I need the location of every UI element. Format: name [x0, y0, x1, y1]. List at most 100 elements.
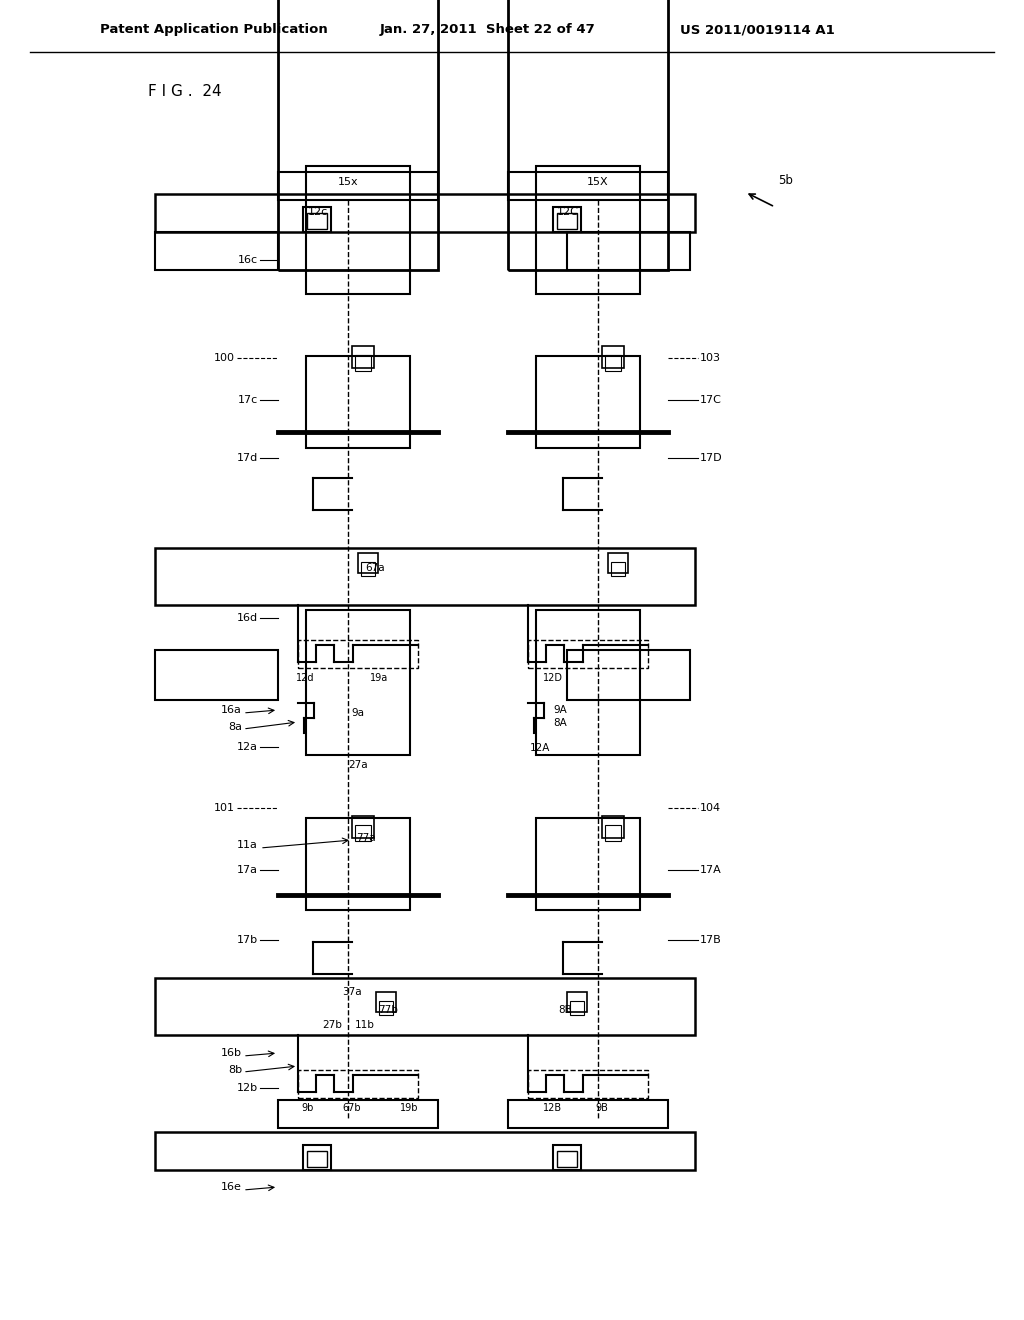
Bar — [602, 346, 624, 368]
Text: 19b: 19b — [400, 1104, 419, 1113]
Text: 12a: 12a — [237, 742, 258, 752]
Bar — [355, 355, 371, 371]
Bar — [278, 1100, 438, 1129]
Bar — [303, 207, 331, 232]
Bar — [306, 818, 410, 909]
Bar — [306, 610, 410, 755]
Text: 12D: 12D — [543, 673, 563, 682]
Bar — [155, 194, 695, 232]
Bar — [278, 0, 438, 271]
Bar — [567, 232, 690, 271]
Text: 17C: 17C — [700, 395, 722, 405]
Bar — [611, 562, 625, 576]
Text: 9a: 9a — [351, 708, 364, 718]
Text: 27a: 27a — [348, 760, 368, 770]
Bar — [376, 993, 396, 1012]
Bar — [352, 346, 374, 368]
Bar — [155, 978, 695, 1035]
Text: Patent Application Publication: Patent Application Publication — [100, 24, 328, 37]
Text: Jan. 27, 2011  Sheet 22 of 47: Jan. 27, 2011 Sheet 22 of 47 — [380, 24, 596, 37]
Text: 104: 104 — [700, 803, 721, 813]
Text: 8b: 8b — [228, 1065, 242, 1074]
Text: 5b: 5b — [778, 173, 793, 186]
Bar — [361, 562, 375, 576]
Bar — [307, 213, 327, 228]
Text: 67b: 67b — [343, 1104, 361, 1113]
Text: 17a: 17a — [237, 865, 258, 875]
Bar — [528, 1071, 648, 1098]
Text: 12d: 12d — [296, 673, 314, 682]
Text: 17b: 17b — [237, 935, 258, 945]
Bar — [553, 207, 581, 232]
Bar — [602, 816, 624, 838]
Text: 8A: 8A — [553, 718, 566, 729]
Bar — [536, 356, 640, 447]
Bar — [553, 1144, 581, 1170]
Bar — [567, 993, 587, 1012]
Bar — [570, 1001, 584, 1015]
Bar — [298, 1071, 418, 1098]
Text: 15X: 15X — [587, 177, 609, 187]
Text: 67a: 67a — [365, 564, 385, 573]
Bar — [155, 1133, 695, 1170]
Text: 16b: 16b — [221, 1048, 242, 1059]
Bar — [298, 640, 418, 668]
Bar — [605, 825, 621, 841]
Text: 17A: 17A — [700, 865, 722, 875]
Bar — [508, 1100, 668, 1129]
Text: 77a: 77a — [356, 833, 376, 843]
Text: 16c: 16c — [238, 255, 258, 265]
Bar — [608, 553, 628, 573]
Text: 19a: 19a — [370, 673, 388, 682]
Bar — [508, 0, 668, 271]
Text: 17B: 17B — [700, 935, 722, 945]
Bar — [355, 825, 371, 841]
Text: 77b: 77b — [378, 1005, 398, 1015]
Text: 17d: 17d — [237, 453, 258, 463]
Bar — [307, 1151, 327, 1167]
Bar — [536, 166, 640, 294]
Text: 16e: 16e — [221, 1181, 242, 1192]
Text: 9B: 9B — [596, 1104, 608, 1113]
Text: 103: 103 — [700, 352, 721, 363]
Bar — [536, 610, 640, 755]
Bar — [557, 213, 577, 228]
Bar — [605, 355, 621, 371]
Text: 17D: 17D — [700, 453, 723, 463]
Bar — [155, 649, 278, 700]
Bar — [303, 1144, 331, 1170]
Text: 8B: 8B — [558, 1005, 571, 1015]
Bar — [278, 172, 438, 201]
Text: 16a: 16a — [221, 705, 242, 715]
Text: 16d: 16d — [237, 612, 258, 623]
Bar — [155, 548, 695, 605]
Bar — [379, 1001, 393, 1015]
Bar — [155, 232, 278, 271]
Text: 37a: 37a — [342, 987, 361, 997]
Text: 15x: 15x — [338, 177, 358, 187]
Bar — [358, 553, 378, 573]
Bar — [306, 166, 410, 294]
Bar — [567, 649, 690, 700]
Text: US 2011/0019114 A1: US 2011/0019114 A1 — [680, 24, 835, 37]
Text: 9b: 9b — [302, 1104, 314, 1113]
Text: 12C: 12C — [557, 207, 579, 216]
Text: 8a: 8a — [228, 722, 242, 733]
Bar — [306, 356, 410, 447]
Bar — [528, 640, 648, 668]
Text: 17c: 17c — [238, 395, 258, 405]
Text: 100: 100 — [214, 352, 234, 363]
Text: 11b: 11b — [355, 1020, 375, 1030]
Text: 11a: 11a — [238, 840, 258, 850]
Text: 12c: 12c — [308, 207, 328, 216]
Bar — [508, 172, 668, 201]
Bar — [536, 818, 640, 909]
Text: 27b: 27b — [322, 1020, 342, 1030]
Text: 12B: 12B — [544, 1104, 562, 1113]
Text: 101: 101 — [214, 803, 234, 813]
Bar — [352, 816, 374, 838]
Text: 9A: 9A — [553, 705, 566, 715]
Text: F I G .  24: F I G . 24 — [148, 84, 221, 99]
Text: 12A: 12A — [530, 743, 550, 752]
Text: 12b: 12b — [237, 1082, 258, 1093]
